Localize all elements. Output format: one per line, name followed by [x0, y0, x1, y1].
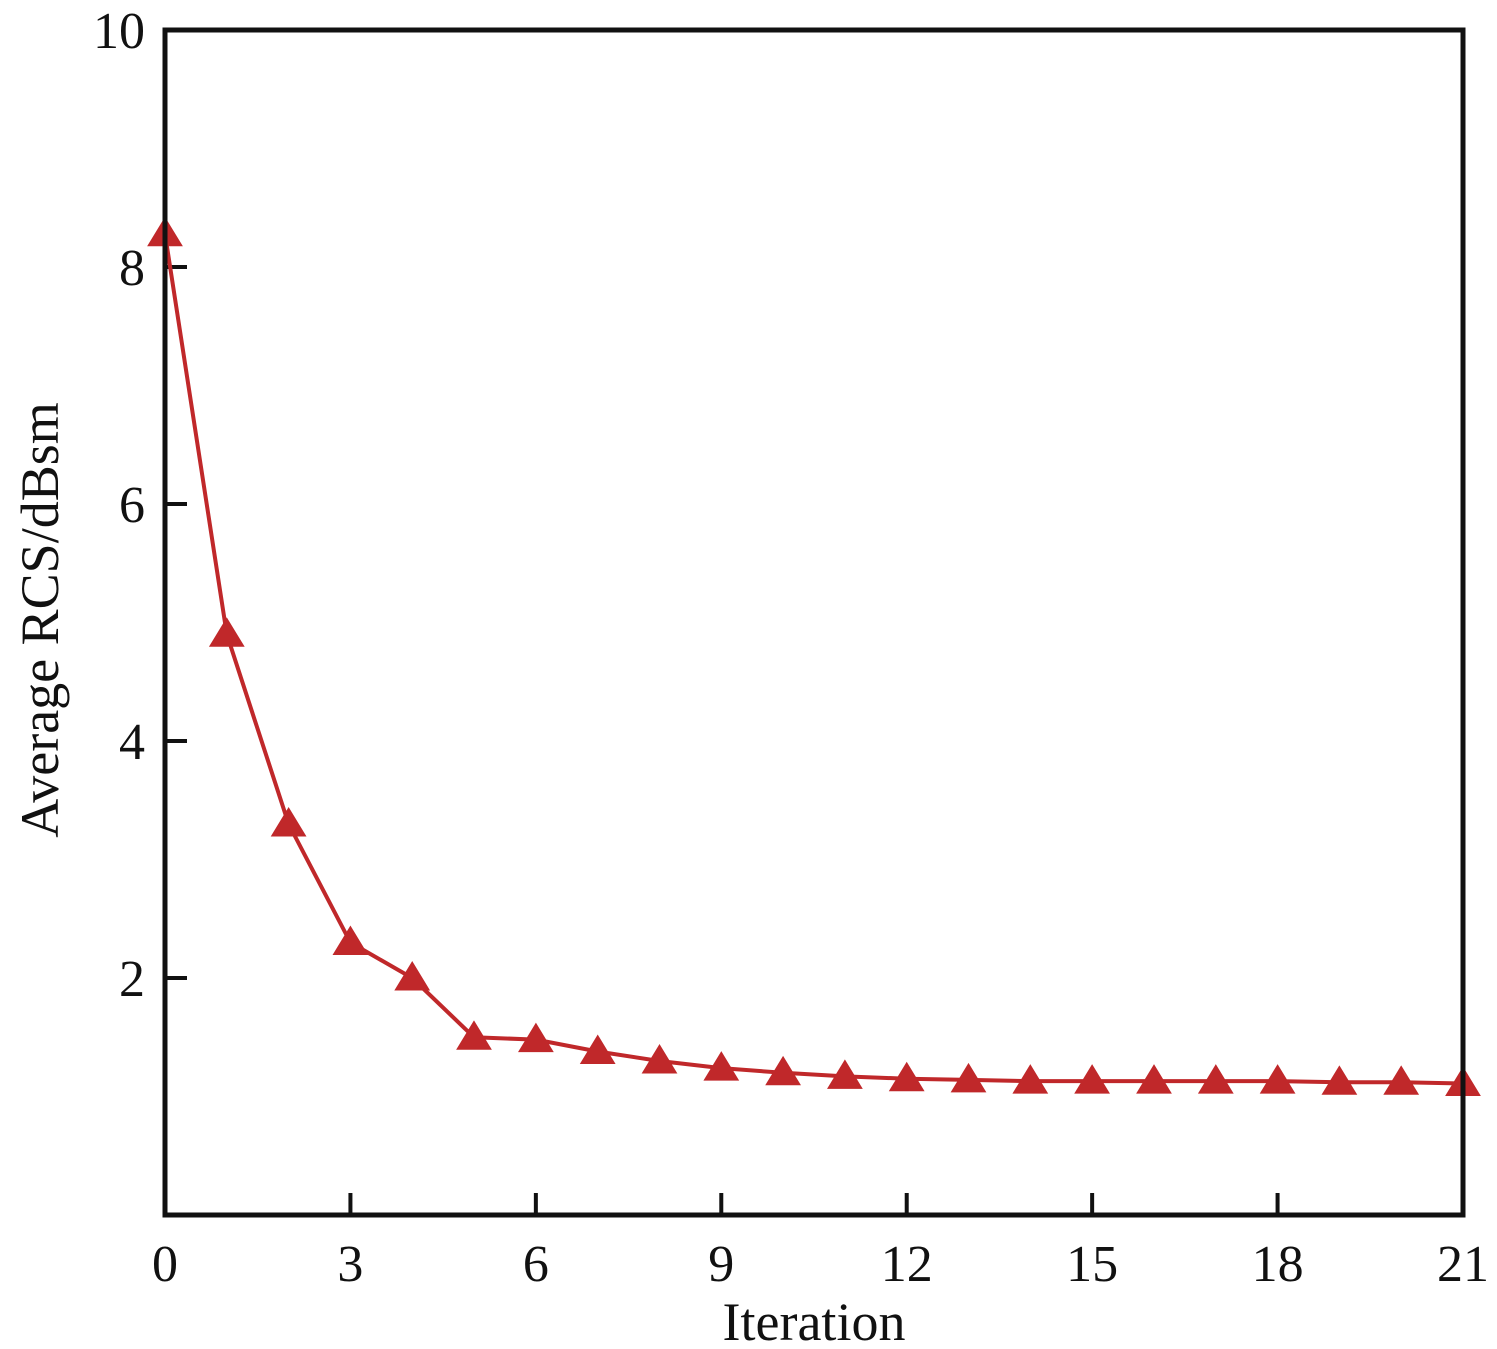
data-point: [518, 1022, 554, 1053]
data-point: [827, 1059, 863, 1089]
x-tick-label: 6: [523, 1236, 549, 1293]
data-point: [579, 1034, 616, 1064]
data-point: [1383, 1065, 1420, 1095]
data-point: [270, 807, 307, 837]
data-point: [1074, 1064, 1110, 1094]
data-point: [1012, 1064, 1049, 1094]
data-point: [950, 1062, 987, 1093]
data-point: [456, 1020, 492, 1050]
x-tick-label: 3: [337, 1236, 363, 1293]
data-point: [332, 925, 369, 955]
axis-ticks: [165, 265, 1280, 1215]
plot-frame: [162, 27, 1466, 1218]
y-axis-title: Average RCS/dBsm: [10, 402, 70, 837]
y-tick-label: 8: [119, 240, 145, 297]
data-point: [1321, 1065, 1358, 1095]
x-tick-label: 15: [1066, 1236, 1118, 1293]
series-group: [147, 216, 1481, 1096]
y-tick-label: 4: [119, 714, 145, 771]
data-point: [208, 617, 245, 647]
data-point: [1259, 1064, 1296, 1094]
data-point: [641, 1044, 678, 1074]
data-point: [1136, 1064, 1172, 1094]
x-tick-label: 12: [881, 1236, 933, 1293]
x-tick-label: 0: [152, 1236, 178, 1293]
y-tick-label: 10: [93, 3, 145, 60]
data-point: [394, 961, 431, 991]
y-tick-label: 2: [119, 951, 145, 1008]
data-point: [1197, 1064, 1234, 1094]
y-tick-label: 6: [119, 477, 145, 534]
x-tick-label: 18: [1252, 1236, 1304, 1293]
data-point: [888, 1061, 925, 1092]
series-line: [163, 233, 1464, 1086]
x-tick-label: 9: [708, 1236, 734, 1293]
data-point: [703, 1051, 740, 1081]
x-tick-label: 21: [1437, 1236, 1489, 1293]
data-point: [765, 1055, 801, 1086]
x-axis-title: Iteration: [723, 1292, 906, 1349]
